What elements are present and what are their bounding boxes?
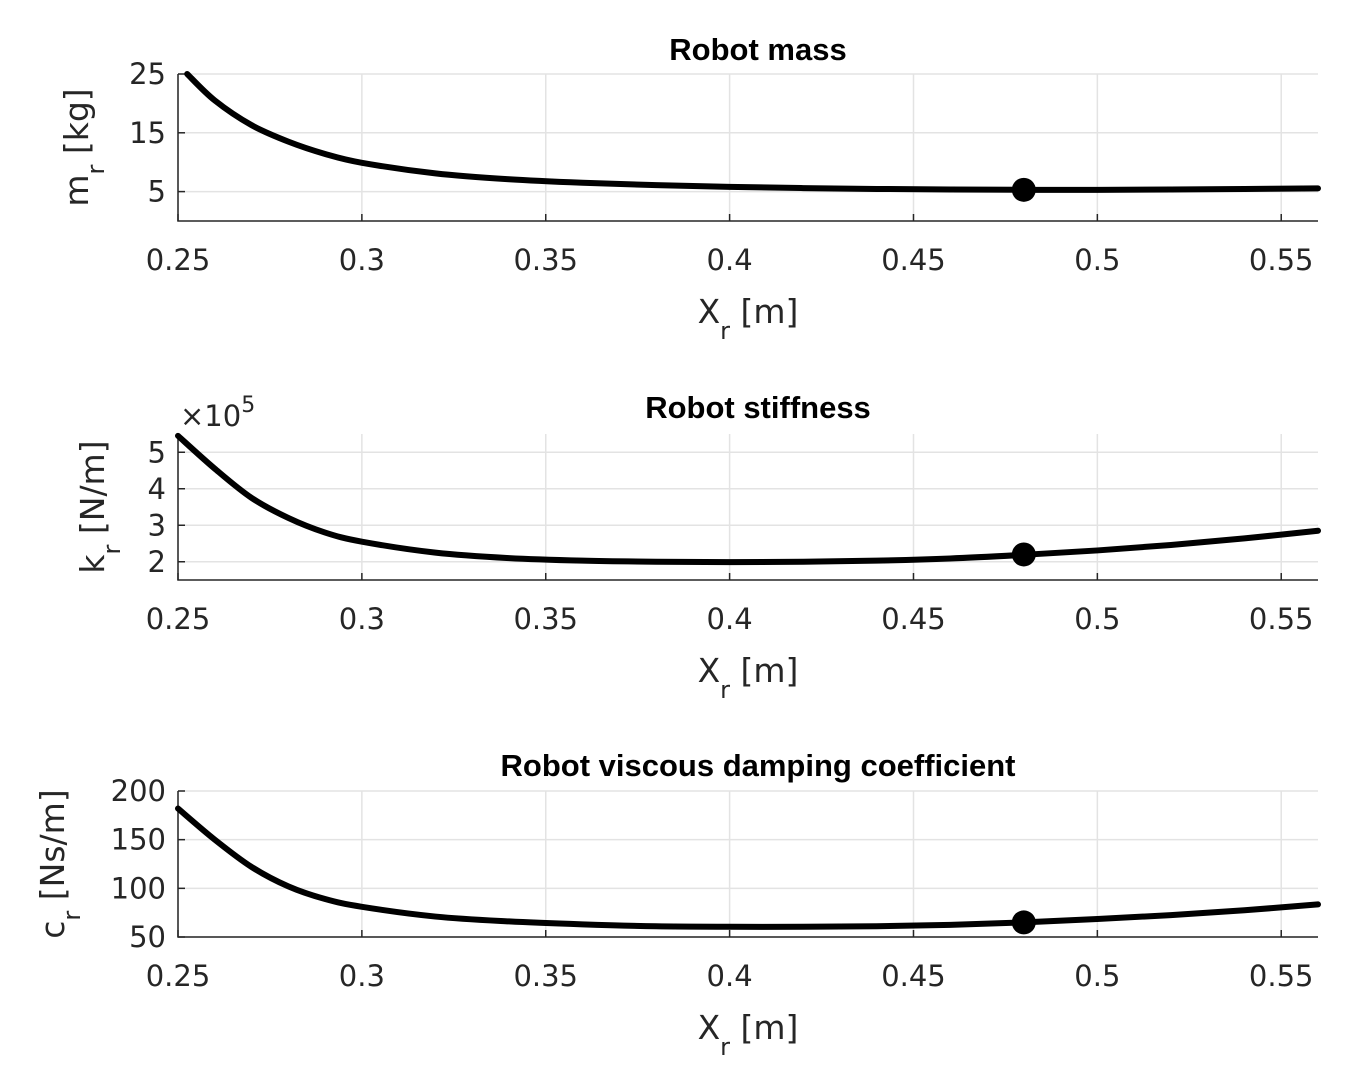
x-tick-label: 0.35 xyxy=(513,602,578,636)
y-axis-label: kr [N/m] xyxy=(73,440,126,573)
chart-title: Robot stiffness xyxy=(645,390,871,425)
x-tick-label: 0.25 xyxy=(146,243,211,277)
x-axis-label: Xr [m] xyxy=(698,292,799,345)
series-line-c_r xyxy=(175,805,1321,930)
x-tick-label: 0.55 xyxy=(1249,602,1314,636)
x-tick-label: 0.55 xyxy=(1249,243,1314,277)
y-tick-label: 50 xyxy=(129,920,166,954)
y-axis-label: cr [Ns/m] xyxy=(33,789,86,938)
x-tick-label: 0.25 xyxy=(146,602,211,636)
y-axis-label: mr [kg] xyxy=(57,88,110,206)
x-tick-label: 0.4 xyxy=(707,602,753,636)
x-tick-label: 0.45 xyxy=(881,959,946,993)
axes xyxy=(177,74,1318,222)
x-axis-label: Xr [m] xyxy=(698,1008,799,1061)
x-tick-label: 0.35 xyxy=(513,243,578,277)
y-tick-label: 2 xyxy=(148,545,166,579)
chart-title: Robot mass xyxy=(669,32,846,67)
x-tick-label: 0.5 xyxy=(1074,959,1120,993)
x-tick-label: 0.35 xyxy=(513,959,578,993)
y-tick-label: 150 xyxy=(111,823,166,857)
x-tick-label: 0.3 xyxy=(339,243,385,277)
chart-title: Robot viscous damping coefficient xyxy=(501,748,1016,783)
x-tick-label: 0.45 xyxy=(881,602,946,636)
x-tick-label: 0.25 xyxy=(146,959,211,993)
x-tick-label: 0.4 xyxy=(707,243,753,277)
y-tick-label: 4 xyxy=(148,472,166,506)
y-tick-label: 200 xyxy=(111,774,166,808)
y-tick-label: 3 xyxy=(148,508,166,542)
x-tick-label: 0.5 xyxy=(1074,243,1120,277)
subplot-3: 0.25 0.3 0.35 0.4 0.45 0.5 0.55 50 100 150 200 Robo… xyxy=(33,748,1321,1061)
optimum-marker xyxy=(1011,177,1036,202)
optimum-marker xyxy=(1011,542,1036,567)
axes xyxy=(177,434,1318,581)
series-line-m_r xyxy=(184,71,1321,193)
subplot-1: 0.25 0.3 0.35 0.4 0.45 0.5 0.55 5 15 25 Robot mass… xyxy=(57,32,1321,345)
x-tick-label: 0.5 xyxy=(1074,602,1120,636)
x-tick-label: 0.3 xyxy=(339,602,385,636)
x-tick-label: 0.55 xyxy=(1249,959,1314,993)
x-tick-label: 0.45 xyxy=(881,243,946,277)
optimum-marker xyxy=(1011,910,1036,935)
x-tick-label: 0.3 xyxy=(339,959,385,993)
y-exponent-label: ×105 xyxy=(180,393,255,433)
y-tick-label: 5 xyxy=(148,435,166,469)
series-line-k_r xyxy=(175,432,1321,566)
y-tick-label: 5 xyxy=(148,175,166,209)
y-tick-label: 15 xyxy=(129,116,166,150)
y-tick-label: 25 xyxy=(129,57,166,91)
y-tick-label: 100 xyxy=(111,871,166,905)
x-tick-label: 0.4 xyxy=(707,959,753,993)
x-axis-label: Xr [m] xyxy=(698,651,799,704)
